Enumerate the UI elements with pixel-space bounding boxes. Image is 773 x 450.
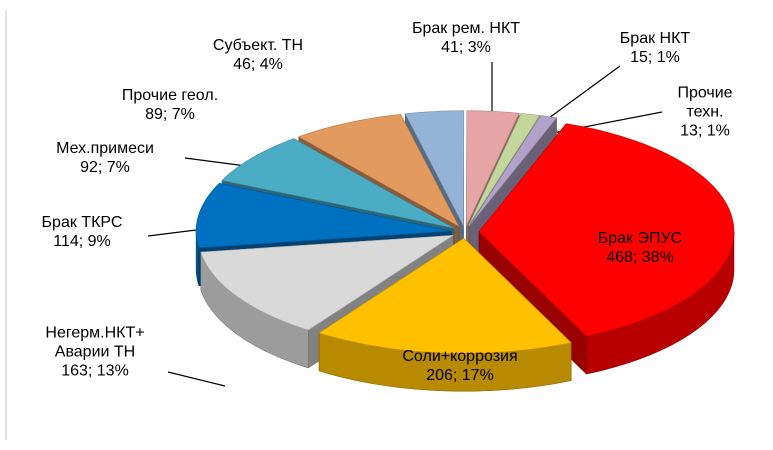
slice	[318, 237, 572, 354]
category-label: Брак рем. НКТ	[411, 20, 521, 37]
category-label: Соли+коррозия	[402, 348, 518, 365]
slice	[200, 234, 455, 331]
slice-label: Брак НКТ 15; 1%	[620, 29, 690, 67]
category-label: Прочие техн.	[677, 84, 733, 121]
category-label: Брак ЭПУС	[597, 230, 683, 247]
category-label: Субъект. ТН	[212, 37, 304, 54]
value-label: 89; 7%	[145, 106, 195, 123]
category-label: Брак ТКРС	[41, 214, 123, 231]
slice	[404, 110, 465, 226]
leader-line	[167, 371, 226, 387]
slice	[468, 113, 541, 227]
value-label: 92; 7%	[80, 159, 130, 176]
slice-label: Прочие геол. 89; 7%	[122, 86, 218, 124]
slice	[466, 110, 520, 226]
value-label: 13; 1%	[680, 122, 730, 140]
value-label: 468; 38%	[606, 249, 674, 266]
value-label: 206; 17%	[426, 367, 494, 384]
value-label: 163; 13%	[61, 362, 129, 380]
value-label: 114; 9%	[53, 233, 111, 250]
slice-label: Брак ТКРС 114; 9%	[42, 213, 123, 251]
slice	[478, 123, 735, 337]
leader-line	[537, 65, 621, 127]
value-label: 15; 1%	[630, 49, 680, 66]
category-label: Брак НКТ	[619, 30, 691, 47]
slice-label: Мех.примеси 92; 7%	[56, 139, 154, 177]
slice-label: Брак ЭПУС 468; 38%	[598, 229, 682, 267]
slices	[195, 110, 735, 392]
slice-label: Негерм.НКТ+ Аварии ТН 163; 13%	[45, 324, 144, 381]
value-label: 46; 4%	[233, 56, 283, 73]
slice-label: Прочие техн. 13; 1%	[671, 84, 739, 141]
slice	[195, 182, 452, 249]
leader-line	[184, 157, 247, 167]
leader-line	[147, 229, 197, 237]
slice	[469, 115, 558, 227]
slice	[297, 114, 460, 228]
value-label: 41; 3%	[441, 39, 491, 56]
slice	[221, 138, 455, 229]
slice-label: Брак рем. НКТ 41; 3%	[412, 19, 520, 57]
slice-label: Субъект. ТН 46; 4%	[213, 36, 303, 74]
category-label: Прочие геол.	[121, 87, 219, 104]
category-label: Мех.примеси	[56, 140, 154, 157]
category-label: Негерм.НКТ+ Аварии ТН	[45, 324, 145, 361]
slice-label: Соли+коррозия 206; 17%	[402, 347, 517, 385]
